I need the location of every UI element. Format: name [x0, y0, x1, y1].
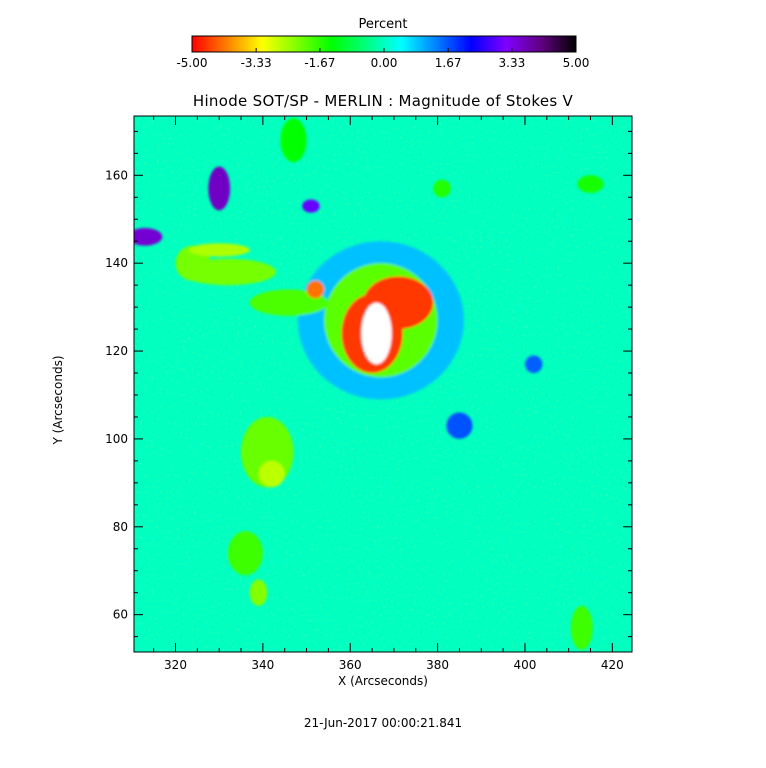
- y-axis-ticks: 60 80 100 120 140 160: [105, 130, 632, 638]
- heatmap-feature: [188, 243, 250, 257]
- heatmap-feature: [446, 412, 473, 439]
- timestamp: 21-Jun-2017 00:00:21.841: [303, 716, 463, 730]
- heatmap-feature: [249, 289, 329, 316]
- y-tick-label: 100: [105, 432, 128, 446]
- heatmap-feature: [433, 179, 451, 198]
- colorbar-ticks: -5.00 -3.33 -1.67 0.00 1.67 3.33 5.00: [176, 48, 589, 70]
- y-tick-label: 120: [105, 344, 128, 358]
- heatmap-feature: [306, 280, 325, 299]
- heatmap-feature: [570, 605, 593, 650]
- x-tick-label: 320: [164, 658, 187, 672]
- heatmap-features: [134, 118, 604, 650]
- heatmap-feature: [208, 166, 231, 211]
- colorbar-tick-label: 5.00: [563, 56, 590, 70]
- heatmap-feature: [302, 199, 320, 213]
- colorbar-tick-label: -3.33: [241, 56, 272, 70]
- colorbar-title: Percent: [358, 17, 408, 32]
- x-axis-ticks: 320 340 360 380 400 420: [153, 116, 624, 672]
- colorbar-tick-label: 1.67: [435, 56, 462, 70]
- heatmap-feature: [227, 531, 263, 576]
- y-tick-label: 60: [113, 608, 128, 622]
- heatmap-feature: [249, 579, 268, 606]
- y-tick-label: 160: [105, 168, 128, 182]
- heatmap-feature: [361, 302, 392, 365]
- plot-title: Hinode SOT/SP - MERLIN : Magnitude of St…: [192, 92, 574, 110]
- y-tick-label: 80: [113, 520, 128, 534]
- heatmap-feature: [258, 460, 285, 488]
- x-tick-label: 400: [514, 658, 537, 672]
- x-tick-label: 360: [339, 658, 362, 672]
- colorbar-tick-label: 0.00: [371, 56, 398, 70]
- colorbar-tick-label: 3.33: [499, 56, 526, 70]
- colorbar-tick-label: -1.67: [304, 56, 335, 70]
- x-axis-label: X (Arcseconds): [338, 674, 428, 688]
- x-tick-label: 380: [426, 658, 449, 672]
- x-tick-label: 340: [251, 658, 274, 672]
- heatmap-feature: [134, 228, 163, 246]
- y-tick-label: 140: [105, 256, 128, 270]
- x-tick-label: 420: [601, 658, 624, 672]
- heatmap-feature: [524, 355, 543, 374]
- plot-frame: [133, 115, 633, 653]
- heatmap-feature: [577, 175, 604, 193]
- heatmap-feature: [280, 118, 307, 163]
- colorbar-tick-label: -5.00: [176, 56, 207, 70]
